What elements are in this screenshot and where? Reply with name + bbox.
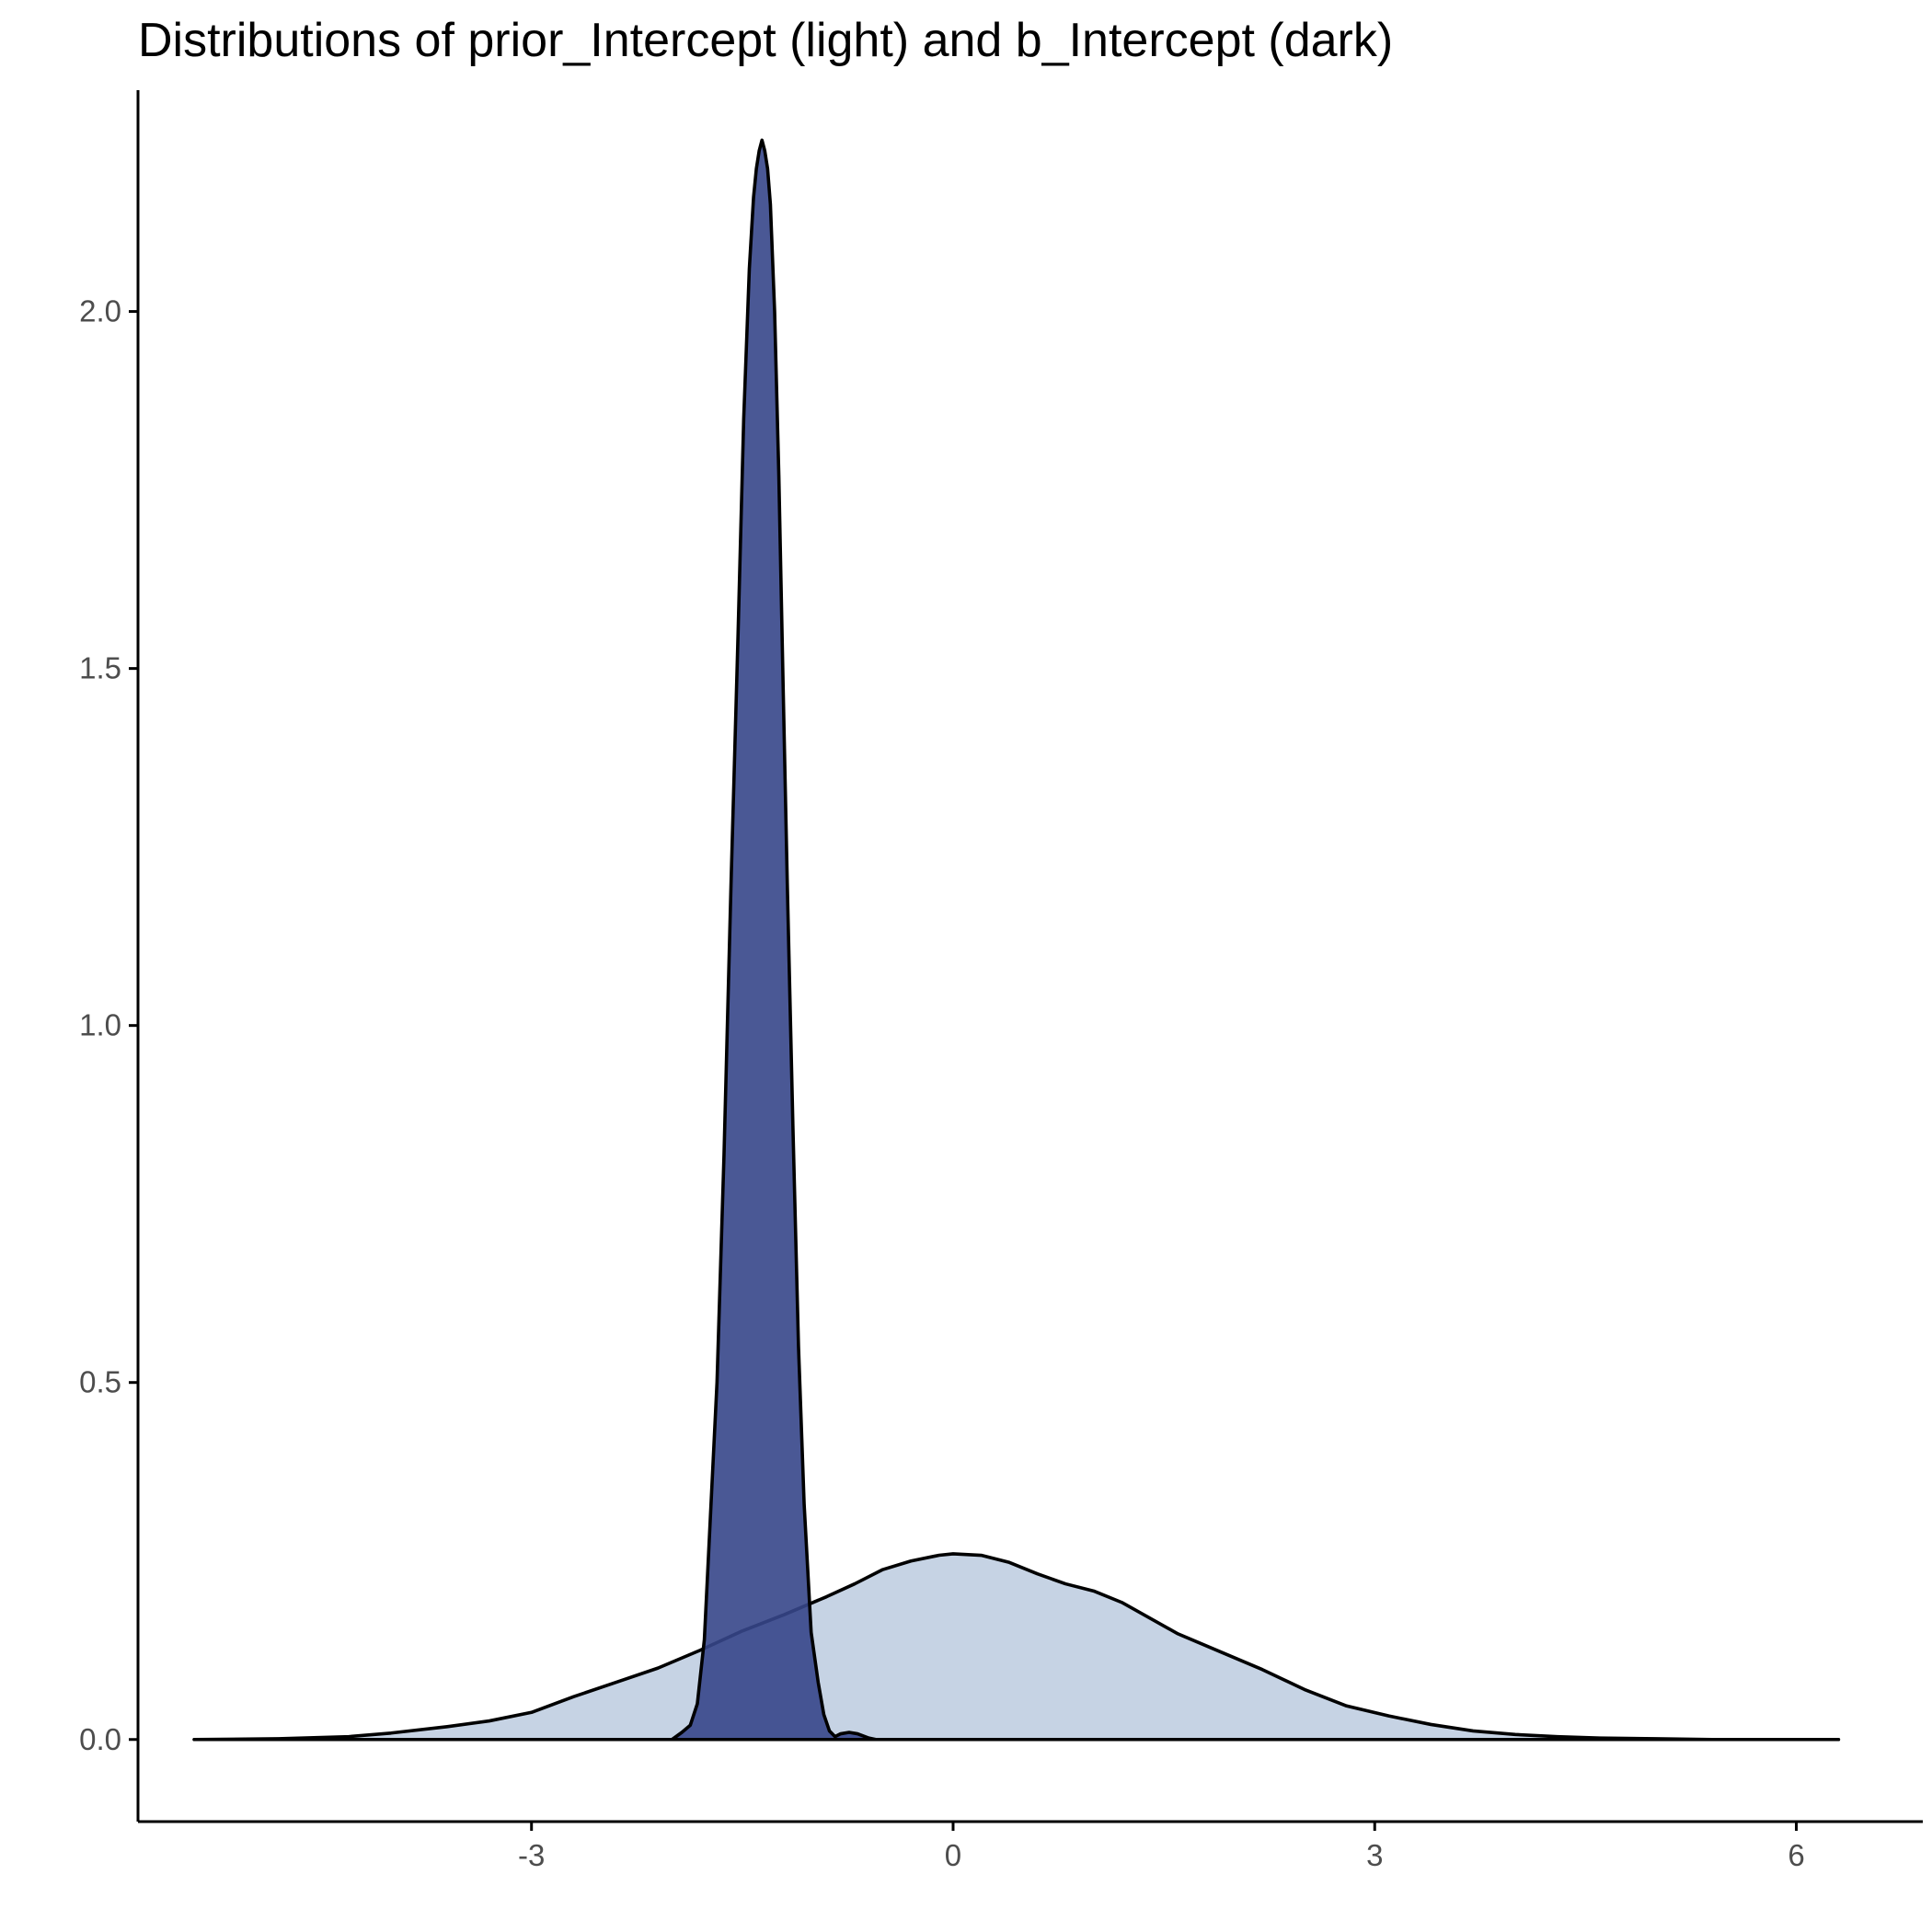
x-tick-label: 0 [945, 1838, 961, 1872]
x-axis-ticks: -3 0 3 6 [518, 1822, 1805, 1872]
y-tick-label: 0.0 [79, 1722, 121, 1756]
y-axis-ticks: 0.0 0.5 1.0 1.5 2.0 [79, 294, 138, 1756]
series-layer [192, 138, 1841, 1742]
y-tick-label: 1.0 [79, 1008, 121, 1042]
x-tick-label: 6 [1788, 1838, 1804, 1872]
x-tick-label: 3 [1366, 1838, 1383, 1872]
density-area-b-intercept [192, 138, 1841, 1742]
y-tick-label: 0.5 [79, 1365, 121, 1399]
density-area-prior-intercept [192, 1552, 1841, 1742]
x-tick-label: -3 [518, 1838, 545, 1872]
y-tick-label: 2.0 [79, 294, 121, 328]
y-tick-label: 1.5 [79, 651, 121, 685]
chart-title: Distributions of prior_Intercept (light)… [138, 14, 1393, 67]
